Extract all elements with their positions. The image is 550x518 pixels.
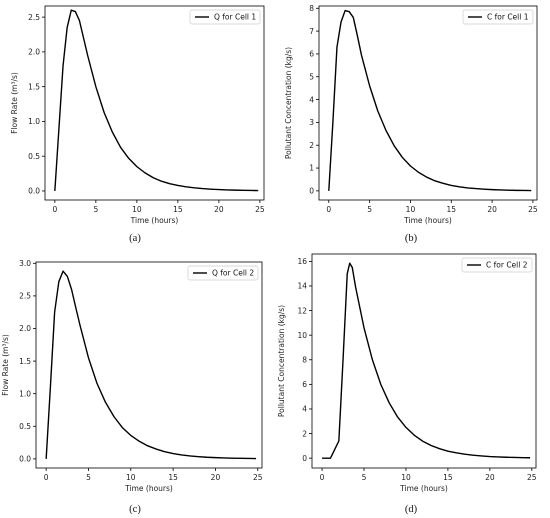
x-axis-label: Time (hours) bbox=[130, 216, 179, 225]
x-tick-label: 20 bbox=[485, 473, 495, 482]
y-tick-label: 8 bbox=[309, 4, 314, 13]
x-tick-label: 10 bbox=[126, 473, 136, 482]
x-tick-label: 5 bbox=[93, 205, 98, 214]
x-tick-label: 15 bbox=[168, 473, 178, 482]
y-tick-label: 0 bbox=[302, 454, 307, 463]
x-tick-label: 10 bbox=[406, 205, 416, 214]
legend-label: Q for Cell 1 bbox=[214, 13, 256, 22]
y-tick-label: 6 bbox=[302, 380, 307, 389]
y-tick-label: 1.5 bbox=[28, 82, 40, 91]
plot-frame bbox=[35, 261, 263, 469]
y-tick-label: 10 bbox=[297, 331, 307, 340]
y-tick-label: 2 bbox=[309, 141, 314, 150]
y-tick-label: 3 bbox=[309, 118, 314, 127]
legend-label: C for Cell 2 bbox=[486, 261, 528, 270]
chart-panel-a: 0 5 10 15 20 25 0.0 0.5 1.0 1.5 2.0 2.5 Time (hours)… bbox=[10, 5, 265, 244]
panel-caption: (a) bbox=[129, 233, 141, 244]
chart-panel-c: 0 5 10 15 20 25 0.0 0.5 1.0 1.5 2.0 2.5 3.0 Time (hou… bbox=[1, 259, 263, 515]
x-axis-label: Time (hours) bbox=[399, 484, 448, 493]
y-tick-label: 16 bbox=[297, 257, 307, 266]
x-tick-label: 20 bbox=[487, 205, 497, 214]
x-tick-label: 25 bbox=[255, 205, 265, 214]
series-line bbox=[328, 9, 532, 192]
x-tick-label: 25 bbox=[527, 473, 537, 482]
legend-label: C for Cell 1 bbox=[487, 13, 529, 22]
chart-panel-d: 0 5 10 15 20 25 0 2 4 6 8 10 12 14 16 Time (hours) Pollu… bbox=[277, 253, 537, 515]
panel-caption: (c) bbox=[129, 504, 141, 515]
y-axis-label: Flow Rate (m³/s) bbox=[1, 334, 10, 396]
y-tick-label: 2.0 bbox=[19, 324, 31, 333]
y-axis-label: Flow Rate (m³/s) bbox=[10, 72, 19, 134]
x-tick-label: 5 bbox=[86, 473, 91, 482]
x-tick-label: 15 bbox=[173, 205, 183, 214]
series-line bbox=[322, 262, 531, 459]
y-tick-label: 7 bbox=[309, 27, 314, 36]
y-tick-label: 4 bbox=[302, 405, 307, 414]
series-line bbox=[54, 9, 259, 192]
y-tick-label: 2 bbox=[302, 429, 307, 438]
y-tick-label: 0.0 bbox=[19, 455, 31, 464]
x-tick-label: 20 bbox=[211, 473, 221, 482]
y-tick-label: 1.5 bbox=[19, 357, 31, 366]
legend-box bbox=[187, 265, 259, 281]
x-tick-label: 25 bbox=[253, 473, 263, 482]
y-tick-label: 2.5 bbox=[19, 292, 31, 301]
y-tick-label: 12 bbox=[297, 306, 307, 315]
x-tick-label: 10 bbox=[132, 205, 142, 214]
x-tick-label: 0 bbox=[44, 473, 49, 482]
plot-frame bbox=[44, 5, 265, 201]
panel-caption: (b) bbox=[405, 233, 418, 244]
chart-panel-b: 0 5 10 15 20 25 0 1 2 3 4 5 6 7 8 Time (hours) Pollutant… bbox=[284, 4, 538, 244]
x-tick-label: 0 bbox=[326, 205, 331, 214]
x-tick-label: 5 bbox=[367, 205, 372, 214]
y-tick-label: 0 bbox=[309, 187, 314, 196]
y-tick-label: 1 bbox=[309, 164, 314, 173]
x-tick-label: 15 bbox=[446, 205, 456, 214]
legend-box bbox=[189, 9, 261, 25]
x-tick-label: 0 bbox=[52, 205, 57, 214]
legend-label: Q for Cell 2 bbox=[212, 269, 254, 278]
x-tick-label: 15 bbox=[443, 473, 453, 482]
y-tick-label: 14 bbox=[297, 282, 307, 291]
x-tick-label: 10 bbox=[401, 473, 411, 482]
y-tick-label: 3.0 bbox=[19, 259, 31, 268]
y-tick-label: 0.0 bbox=[28, 187, 40, 196]
y-axis-label: Pollutant Concentration (kg/s) bbox=[284, 47, 293, 159]
x-tick-label: 20 bbox=[214, 205, 224, 214]
x-axis-label: Time (hours) bbox=[124, 484, 173, 493]
y-tick-label: 4 bbox=[309, 95, 314, 104]
x-axis-label: Time (hours) bbox=[403, 216, 452, 225]
y-tick-label: 1.0 bbox=[19, 389, 31, 398]
y-tick-label: 2.5 bbox=[28, 13, 40, 22]
y-tick-label: 0.5 bbox=[19, 422, 31, 431]
y-tick-label: 2.0 bbox=[28, 48, 40, 57]
legend-box bbox=[462, 9, 534, 25]
x-tick-label: 25 bbox=[528, 205, 538, 214]
y-tick-label: 6 bbox=[309, 50, 314, 59]
x-tick-label: 5 bbox=[362, 473, 367, 482]
plot-frame bbox=[318, 5, 538, 201]
y-tick-label: 1.0 bbox=[28, 117, 40, 126]
panel-caption: (d) bbox=[405, 504, 418, 515]
y-tick-label: 8 bbox=[302, 355, 307, 364]
y-tick-label: 0.5 bbox=[28, 152, 40, 161]
y-tick-label: 5 bbox=[309, 72, 314, 81]
plot-frame bbox=[311, 253, 537, 469]
y-axis-label: Pollutant Concentration (kg/s) bbox=[277, 305, 286, 417]
x-tick-label: 0 bbox=[320, 473, 325, 482]
legend-box bbox=[461, 257, 533, 273]
series-line bbox=[45, 270, 257, 460]
